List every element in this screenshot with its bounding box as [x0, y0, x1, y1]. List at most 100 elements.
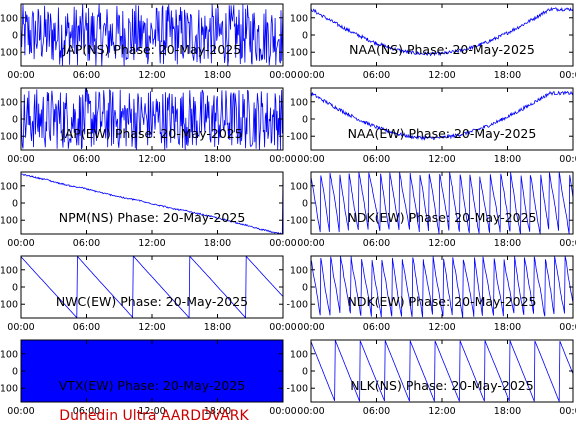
panel-title: JAP(EW) Phase: 20-May-2025	[60, 126, 242, 141]
x-tick-label: 12:00	[428, 322, 455, 333]
phase-trace	[311, 256, 573, 318]
panel-title: NDK(EW) Phase: 20-May-2025	[347, 210, 536, 225]
x-tick-label: 00:00	[559, 70, 576, 81]
y-tick-label: -100	[0, 216, 18, 227]
phase-trace	[21, 256, 283, 318]
phase-trace	[311, 340, 573, 402]
y-tick-label: 0	[12, 367, 18, 378]
panel-title: NDK(EW) Phase: 20-May-2025	[347, 294, 536, 309]
x-tick-label: 12:00	[428, 154, 455, 165]
x-tick-label: 18:00	[494, 322, 521, 333]
y-tick-label: -100	[0, 48, 18, 59]
x-tick-label: 00:00	[297, 70, 324, 81]
x-tick-label: 06:00	[73, 238, 100, 249]
y-tick-label: 100	[0, 181, 18, 192]
phase-trace	[21, 88, 283, 150]
phase-trace	[21, 340, 283, 402]
phase-trace	[21, 172, 283, 234]
panel-title: NLK(NS) Phase: 20-May-2025	[350, 378, 533, 393]
x-tick-label: 00:00	[269, 238, 296, 249]
x-tick-label: 12:00	[428, 70, 455, 81]
x-tick-label: 18:00	[204, 322, 231, 333]
x-tick-label: 00:00	[7, 406, 34, 417]
x-tick-label: 06:00	[363, 154, 390, 165]
x-tick-label: 00:00	[297, 406, 324, 417]
y-tick-label: 0	[12, 115, 18, 126]
x-tick-label: 18:00	[204, 70, 231, 81]
x-tick-label: 18:00	[204, 406, 231, 417]
phase-trace	[21, 4, 283, 66]
panel-2: 100 0 -100 00:00 06:00 12:00 18:00 00:00 NAA(NS)…	[286, 3, 576, 81]
x-tick-label: 12:00	[138, 154, 165, 165]
y-tick-label: 0	[302, 199, 308, 210]
panel-5: 100 0 -100 00:00 06:00 12:00 18:00 00:00 NPM(NS)…	[0, 171, 297, 249]
panel-title: VTX(EW) Phase: 20-May-2025	[59, 378, 246, 393]
panel-title: JAP(NS) Phase: 20-May-2025	[62, 42, 241, 57]
y-tick-label: 100	[0, 349, 18, 360]
y-tick-label: 0	[12, 283, 18, 294]
panel-3: 100 0 -100 00:00 06:00 12:00 18:00 00:00 JAP(EW)…	[0, 87, 297, 165]
y-tick-label: 0	[302, 115, 308, 126]
x-tick-label: 12:00	[138, 70, 165, 81]
x-tick-label: 06:00	[363, 70, 390, 81]
panel-title: NAA(EW) Phase: 20-May-2025	[348, 126, 537, 141]
panel-10: 100 0 -100 00:00 06:00 12:00 18:00 00:00 NLK(NS)…	[286, 339, 576, 417]
x-tick-label: 00:00	[269, 70, 296, 81]
y-tick-label: 100	[290, 13, 308, 24]
panel-title: NWC(EW) Phase: 20-May-2025	[56, 294, 248, 309]
x-tick-label: 00:00	[7, 154, 34, 165]
y-tick-label: 100	[290, 349, 308, 360]
x-tick-label: 18:00	[494, 238, 521, 249]
x-tick-label: 00:00	[7, 238, 34, 249]
x-tick-label: 00:00	[7, 322, 34, 333]
x-tick-label: 00:00	[559, 154, 576, 165]
x-tick-label: 06:00	[73, 322, 100, 333]
x-tick-label: 18:00	[204, 154, 231, 165]
x-tick-label: 00:00	[559, 406, 576, 417]
x-tick-label: 18:00	[204, 238, 231, 249]
x-tick-label: 00:00	[297, 238, 324, 249]
x-tick-label: 00:00	[559, 238, 576, 249]
x-tick-label: 12:00	[428, 406, 455, 417]
y-tick-label: -100	[286, 300, 308, 311]
panel-4: 100 0 -100 00:00 06:00 12:00 18:00 00:00 NAA(EW)…	[286, 87, 576, 165]
y-tick-label: -100	[286, 216, 308, 227]
y-tick-label: -100	[0, 132, 18, 143]
x-tick-label: 00:00	[297, 154, 324, 165]
panel-7: 100 0 -100 00:00 06:00 12:00 18:00 00:00 NWC(EW)…	[0, 255, 297, 333]
x-tick-label: 12:00	[138, 322, 165, 333]
phase-trace	[311, 90, 573, 141]
y-tick-label: -100	[286, 132, 308, 143]
y-tick-label: -100	[286, 48, 308, 59]
x-tick-label: 00:00	[269, 322, 296, 333]
y-tick-label: -100	[286, 384, 308, 395]
y-tick-label: 0	[12, 31, 18, 42]
y-tick-label: 0	[302, 31, 308, 42]
phase-trace	[311, 172, 573, 234]
x-tick-label: 06:00	[363, 238, 390, 249]
x-tick-label: 00:00	[297, 322, 324, 333]
y-tick-label: 0	[302, 283, 308, 294]
panel-1: 100 0 -100 00:00 06:00 12:00 18:00 00:00 JAP(NS)…	[0, 3, 297, 81]
y-tick-label: 100	[0, 13, 18, 24]
x-tick-label: 18:00	[494, 70, 521, 81]
panel-title: NAA(NS) Phase: 20-May-2025	[349, 42, 535, 57]
panel-8: 100 0 -100 00:00 06:00 12:00 18:00 00:00 NDK(EW)…	[286, 255, 576, 333]
x-tick-label: 06:00	[363, 406, 390, 417]
x-tick-label: 06:00	[73, 154, 100, 165]
y-tick-label: 0	[302, 367, 308, 378]
x-tick-label: 18:00	[494, 154, 521, 165]
phase-trace	[311, 6, 573, 57]
y-tick-label: 100	[290, 181, 308, 192]
x-tick-label: 06:00	[363, 322, 390, 333]
x-tick-label: 00:00	[269, 406, 296, 417]
y-tick-label: 100	[290, 97, 308, 108]
y-tick-label: 100	[0, 265, 18, 276]
y-tick-label: 100	[0, 97, 18, 108]
x-tick-label: 06:00	[73, 70, 100, 81]
x-tick-label: 18:00	[494, 406, 521, 417]
y-tick-label: -100	[0, 300, 18, 311]
x-tick-label: 12:00	[138, 238, 165, 249]
x-tick-label: 12:00	[428, 238, 455, 249]
